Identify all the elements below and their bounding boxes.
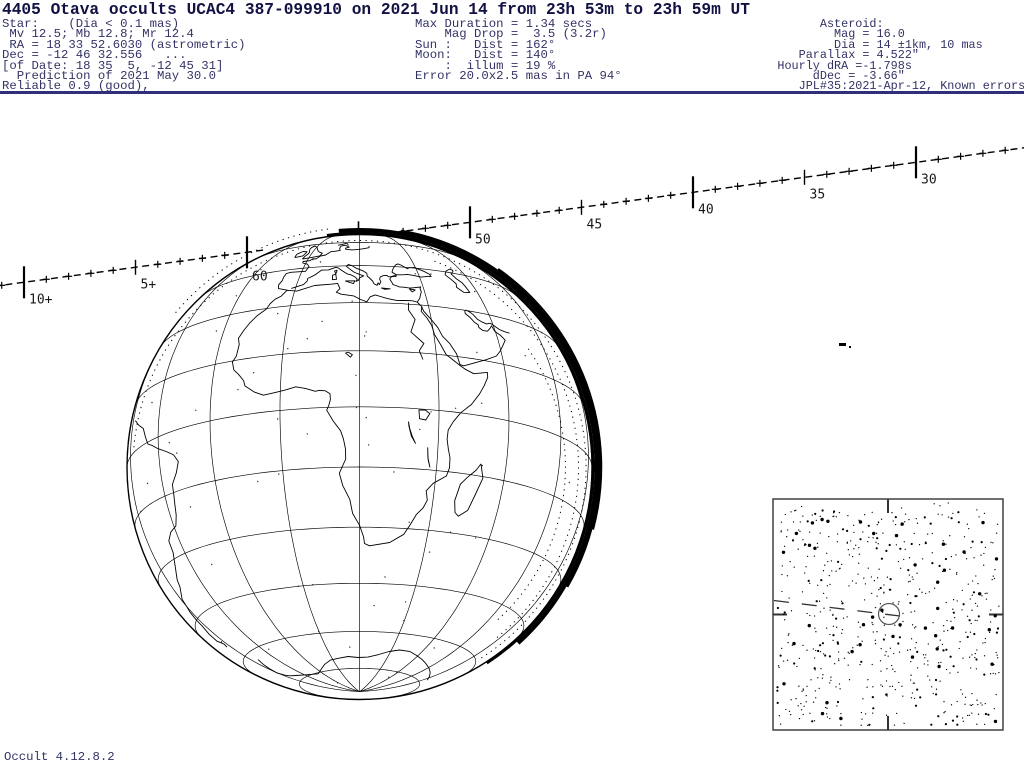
svg-text:50: 50 xyxy=(475,232,491,247)
sky-path-line xyxy=(0,147,1024,287)
path-error-dotted-lines xyxy=(133,228,587,660)
sky-path-time-labels: 10+ 5+ 60 50 45 40 35 30 xyxy=(29,172,937,307)
svg-text:10+: 10+ xyxy=(29,292,53,307)
svg-text:60: 60 xyxy=(252,269,268,284)
asteroid-info-block: Asteroid: Mag = 16.0 Dia = 14 ±1km, 10 m… xyxy=(777,17,1024,94)
occultation-title: 4405 Otava occults UCAC4 387-099910 on 2… xyxy=(2,1,750,19)
svg-text:40: 40 xyxy=(698,202,714,217)
sky-path-ticks xyxy=(0,146,1009,299)
occultation-shadow-band xyxy=(326,228,603,665)
svg-text:30: 30 xyxy=(921,172,937,187)
globe[interactable] xyxy=(126,228,603,701)
asteroid-track-line xyxy=(773,599,913,619)
globe-limb xyxy=(126,233,593,701)
coastlines xyxy=(134,242,510,681)
stray-marks xyxy=(839,343,851,348)
svg-text:5+: 5+ xyxy=(141,277,157,292)
scatter-dots xyxy=(140,259,570,684)
header-divider-rule xyxy=(0,91,1024,94)
target-star-circle xyxy=(877,602,901,626)
star-info-block: Star: (Dia < 0.1 mas) Mv 12.5; Mb 12.8; … xyxy=(2,17,246,94)
svg-text:45: 45 xyxy=(587,217,603,232)
graticule-grid xyxy=(126,234,593,700)
app-version: Occult 4.12.8.2 xyxy=(4,750,115,764)
finder-chart-stars xyxy=(776,502,1000,727)
svg-text:35: 35 xyxy=(810,187,826,202)
event-info-block: Max Duration = 1.34 secs Mag Drop = 3.5 … xyxy=(415,17,622,84)
finder-chart[interactable] xyxy=(772,498,1004,731)
